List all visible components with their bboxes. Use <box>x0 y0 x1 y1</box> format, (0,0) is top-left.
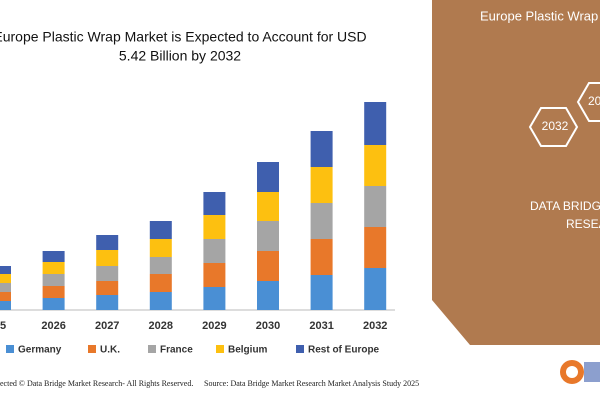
legend-swatch <box>148 345 156 353</box>
x-tick-label: 2026 <box>41 320 65 332</box>
x-tick-label: 2028 <box>149 320 173 332</box>
bar-segment <box>364 227 387 268</box>
bar-segment <box>257 221 279 251</box>
x-tick-label: 2029 <box>202 320 226 332</box>
chart-title: Europe Plastic Wrap Market is Expected t… <box>0 29 367 45</box>
bar-segment <box>42 286 65 298</box>
legend-swatch <box>6 345 14 353</box>
hexagon <box>576 82 600 122</box>
copyright: ected © Data Bridge Market Research- All… <box>0 379 193 388</box>
legend-label: U.K. <box>100 345 120 356</box>
brand-name: DATA BRIDG <box>530 199 600 213</box>
bar-segment <box>149 239 172 257</box>
bar-segment <box>203 239 226 263</box>
bar-segment <box>310 203 333 239</box>
x-tick-label: 2027 <box>95 320 119 332</box>
bar-segment <box>257 251 279 281</box>
x-tick-label: 2031 <box>309 320 333 332</box>
x-tick-label: 25 <box>0 320 6 332</box>
legend-label: Rest of Europe <box>308 345 380 356</box>
brand-name: RESEA <box>566 217 600 231</box>
bar-segment <box>149 274 172 292</box>
bar-segment <box>96 295 119 310</box>
legend-swatch <box>296 345 304 353</box>
side-panel <box>432 0 600 345</box>
bar-segment <box>42 274 65 286</box>
bar-segment <box>257 192 279 221</box>
source: Source: Data Bridge Market Research Mark… <box>204 379 419 388</box>
x-tick-label: 2030 <box>256 320 280 332</box>
hex-label: 20 <box>588 94 600 108</box>
hexagon <box>528 107 579 147</box>
bar-segment <box>42 262 65 274</box>
bar-segment <box>0 301 11 310</box>
bar-segment <box>310 275 333 310</box>
bar-segment <box>0 283 11 292</box>
legend-label: France <box>160 345 193 356</box>
legend-swatch <box>88 345 96 353</box>
bar-segment <box>310 239 333 275</box>
bar-segment <box>42 298 65 310</box>
bar-segment <box>96 235 119 250</box>
bar-segment <box>149 257 172 274</box>
hex-label: 2032 <box>542 119 569 133</box>
bar-segment <box>364 102 387 145</box>
bar-segment <box>364 145 387 186</box>
bar-segment <box>0 266 11 274</box>
bar-segment <box>257 281 279 310</box>
legend-label: Germany <box>18 345 62 356</box>
bar-segment <box>310 131 333 167</box>
panel-heading: Europe Plastic Wrap <box>480 8 598 23</box>
bar-segment <box>310 167 333 203</box>
bar-segment <box>96 281 119 295</box>
logo <box>560 360 600 384</box>
bar-segment <box>203 263 226 287</box>
bar-segment <box>203 192 226 215</box>
bar-segment <box>42 251 65 262</box>
bar-segment <box>257 162 279 192</box>
bar-segment <box>149 292 172 310</box>
bar-segment <box>96 266 119 281</box>
bar-segment <box>203 287 226 310</box>
chart-title: 5.42 Billion by 2032 <box>119 48 241 64</box>
bar-segment <box>364 186 387 227</box>
bar-segment <box>0 292 11 301</box>
legend-swatch <box>216 345 224 353</box>
legend-label: Belgium <box>228 345 268 356</box>
x-tick-label: 2032 <box>363 320 387 332</box>
bar-segment <box>203 215 226 239</box>
bar-segment <box>364 268 387 310</box>
bar-segment <box>149 221 172 239</box>
bar-segment <box>96 250 119 266</box>
bar-segment <box>0 274 11 283</box>
